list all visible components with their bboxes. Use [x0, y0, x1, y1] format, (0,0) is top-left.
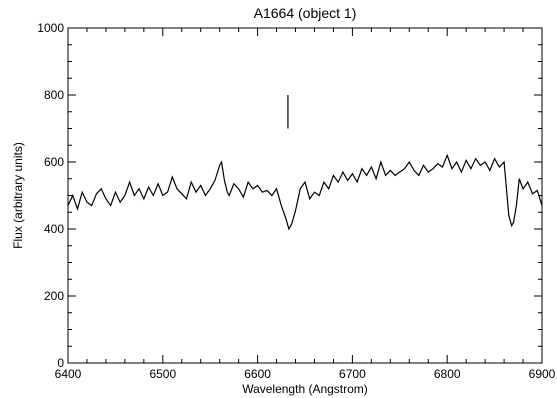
y-tick-label: 0	[57, 356, 64, 370]
plot-frame	[67, 27, 543, 364]
y-tick-label: 600	[44, 155, 64, 169]
y-tick-label: 400	[44, 222, 64, 236]
chart-title: A1664 (object 1)	[254, 5, 357, 21]
y-tick-label: 800	[44, 88, 64, 102]
x-tick-label: 6600	[244, 367, 271, 381]
x-tick-label: 6700	[339, 367, 366, 381]
x-tick-label: 6500	[149, 367, 176, 381]
y-tick-label: 1000	[37, 21, 64, 35]
x-axis-title: Wavelength (Angstrom)	[242, 382, 368, 396]
y-tick-label: 200	[44, 289, 64, 303]
spectrum-line	[67, 153, 543, 231]
y-axis-title: Flux (arbitrary units)	[11, 142, 25, 249]
axis-ticks: 6400 6500 6600 6700 6800 6900 0 200 400 600 800 100…	[37, 21, 555, 381]
x-tick-label: 6400	[55, 367, 82, 381]
x-tick-label: 6800	[434, 367, 461, 381]
x-tick-label: 6900	[529, 367, 556, 381]
